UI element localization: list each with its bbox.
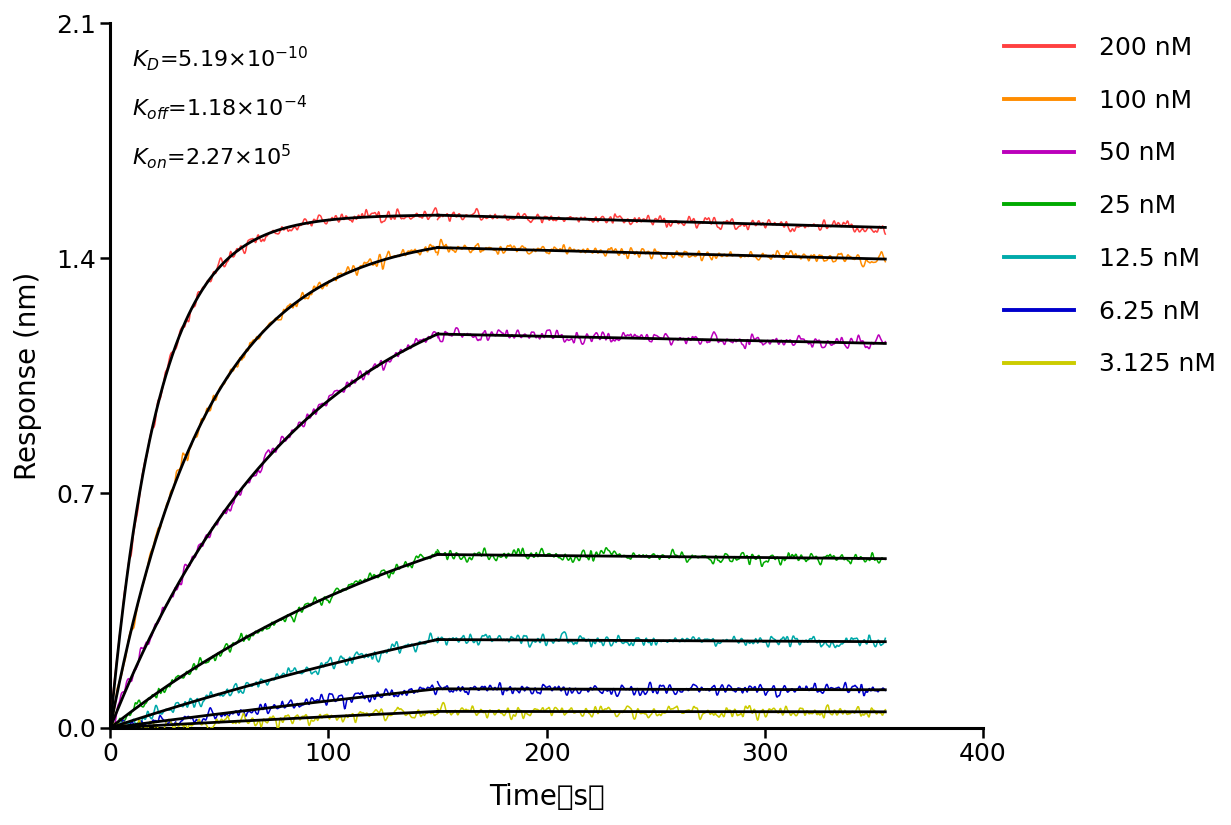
X-axis label: Time（s）: Time（s） [489,783,604,811]
Text: $K_D$=5.19×10$^{-10}$
$K_{off}$=1.18×10$^{-4}$
$K_{on}$=2.27×10$^{5}$: $K_D$=5.19×10$^{-10}$ $K_{off}$=1.18×10$… [132,45,308,172]
Y-axis label: Response (nm): Response (nm) [14,271,42,480]
Legend: 200 nM, 100 nM, 50 nM, 25 nM, 12.5 nM, 6.25 nM, 3.125 nM: 200 nM, 100 nM, 50 nM, 25 nM, 12.5 nM, 6… [1004,36,1216,376]
